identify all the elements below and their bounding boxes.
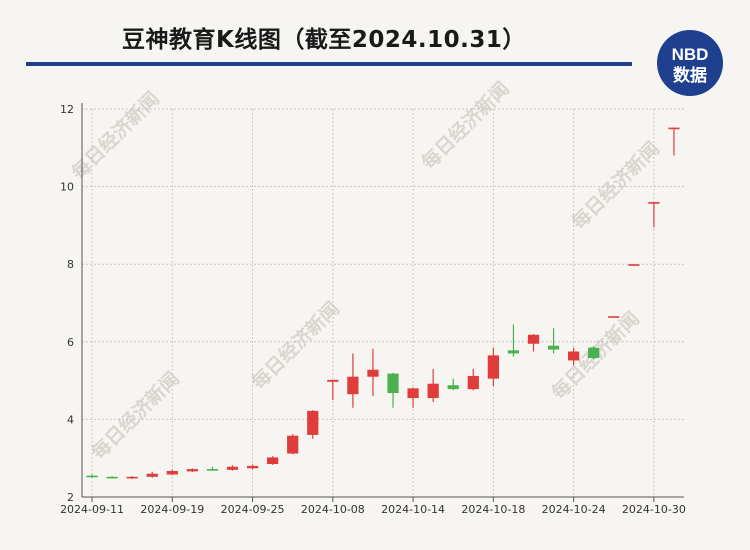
candle <box>407 387 419 408</box>
candle-body <box>648 202 660 204</box>
candle <box>507 324 520 357</box>
watermark-text: 每日经济新闻 <box>67 87 164 184</box>
x-tick-label: 2024-10-30 <box>622 503 686 516</box>
nbd-logo: NBD 数据 <box>657 30 723 96</box>
y-tick-label: 4 <box>67 413 74 426</box>
candle <box>307 410 319 439</box>
axis-layer: 2 4 6 8 10 12 2024-09-11 2024-09-19 2024-09-25 20… <box>60 103 686 516</box>
nbd-logo-bottom-text: 数据 <box>673 65 707 86</box>
candle-body <box>86 475 98 478</box>
candle <box>246 464 259 470</box>
candle-body <box>226 466 239 470</box>
candle <box>186 468 198 473</box>
candle <box>568 347 580 366</box>
candle <box>347 353 359 408</box>
candle-body <box>507 350 520 354</box>
candle-body <box>307 410 319 435</box>
candle <box>287 434 299 455</box>
watermark-text: 每日经济新闻 <box>87 367 184 464</box>
candle <box>86 474 98 478</box>
candle <box>588 346 600 360</box>
candle <box>146 471 158 478</box>
candle-body <box>106 476 118 479</box>
nbd-logo-top-text: NBD <box>672 45 709 64</box>
candle-body <box>287 435 299 454</box>
candle-body <box>427 383 439 399</box>
candle-body <box>467 375 479 390</box>
x-tick-label: 2024-10-24 <box>542 503 606 516</box>
x-tick-label: 2024-10-18 <box>461 503 525 516</box>
x-tick-label: 2024-09-11 <box>60 503 124 516</box>
candles-layer <box>86 127 680 480</box>
candle-body <box>367 369 379 377</box>
candle-body <box>588 347 600 359</box>
candle <box>427 368 439 402</box>
candle <box>367 348 379 397</box>
y-tick-label: 8 <box>67 258 74 271</box>
watermark-text: 每日经济新闻 <box>247 297 344 394</box>
candle-body <box>668 127 680 130</box>
candle-body <box>206 469 219 471</box>
candle <box>267 456 279 465</box>
candle-body <box>166 471 178 475</box>
y-tick-label: 6 <box>67 336 74 349</box>
candle-body <box>527 334 540 344</box>
candle-body <box>387 373 399 394</box>
candle-body <box>186 469 198 472</box>
candle <box>126 476 138 480</box>
candle-body <box>447 385 459 390</box>
x-tick-label: 2024-10-14 <box>381 503 445 516</box>
candle-body <box>628 264 640 266</box>
candle-body <box>547 345 560 350</box>
nbd-logo-badge <box>657 30 723 96</box>
candle-body <box>487 355 499 379</box>
x-tick-label: 2024-09-25 <box>221 503 285 516</box>
candle-body <box>146 473 158 477</box>
candle <box>387 372 399 408</box>
candle <box>467 368 479 391</box>
candle <box>166 469 178 476</box>
candle-body <box>126 476 138 479</box>
candle-body <box>347 376 359 395</box>
candle <box>327 379 339 400</box>
watermark-text: 每日经济新闻 <box>417 77 514 174</box>
candle <box>547 328 560 354</box>
x-tick-label: 2024-09-19 <box>140 503 204 516</box>
candle-body <box>608 316 620 318</box>
y-tick-label: 12 <box>60 103 74 116</box>
grid-layer <box>82 108 684 497</box>
y-tick-label: 2 <box>67 491 74 504</box>
candle <box>608 316 620 318</box>
y-tick-label: 10 <box>60 181 74 194</box>
candle <box>206 466 219 471</box>
candle <box>447 378 459 391</box>
candle-body <box>568 351 580 361</box>
watermark-text: 每日经济新闻 <box>567 137 664 234</box>
chart-title: 豆神教育K线图（截至2024.10.31） <box>122 27 526 53</box>
candle <box>226 465 239 471</box>
candle-body <box>246 465 259 469</box>
candle-body <box>267 457 279 465</box>
x-tick-label: 2024-10-08 <box>301 503 365 516</box>
candle <box>628 264 640 266</box>
candle <box>648 202 660 228</box>
candle <box>668 127 680 156</box>
title-underline <box>26 62 632 66</box>
candle <box>487 347 499 387</box>
candle <box>106 476 118 479</box>
candle-body <box>327 379 339 382</box>
candle <box>527 334 540 352</box>
candle-body <box>407 388 419 399</box>
